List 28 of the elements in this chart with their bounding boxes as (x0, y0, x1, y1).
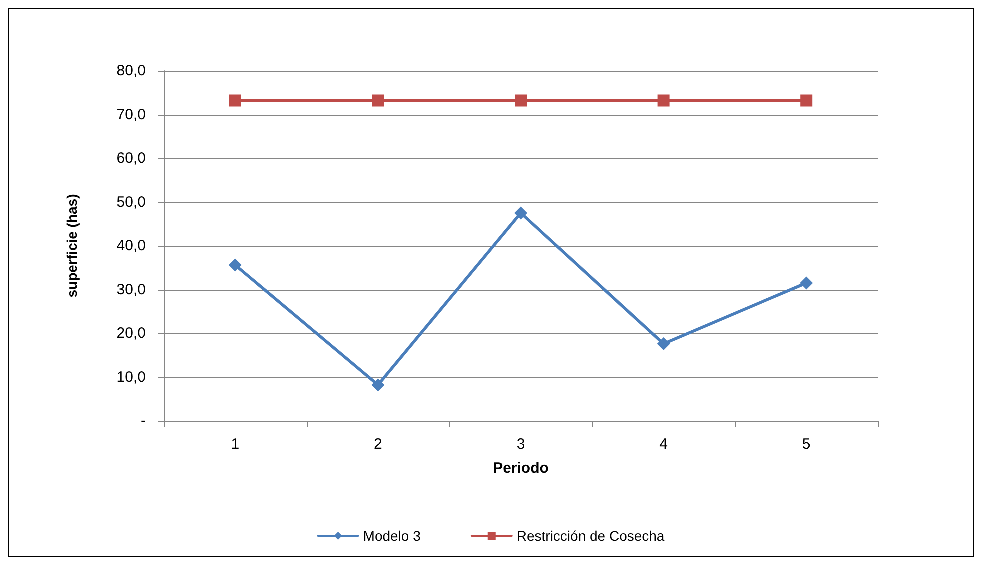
legend-label: Modelo 3 (363, 528, 422, 544)
x-tick-label: 2 (374, 436, 382, 453)
point (800, 94, 813, 107)
point (372, 94, 384, 107)
y-tick-label: 80,0 (116, 62, 146, 80)
point (228, 258, 242, 272)
y-axis-title: superficie (has) (64, 194, 80, 298)
x-axis-title: Periodo (493, 460, 549, 477)
y-tick-label: 20,0 (116, 325, 146, 342)
x-tick-label: 4 (660, 436, 668, 453)
point (800, 276, 814, 290)
point (515, 94, 527, 107)
point (514, 206, 528, 220)
point (372, 378, 385, 392)
y-tick-label: - (141, 412, 146, 430)
point (658, 94, 670, 107)
y-tick-label: 50,0 (116, 194, 146, 211)
y-tick-label: 60,0 (116, 150, 146, 167)
y-tick-label: 10,0 (116, 368, 146, 386)
x-tick-label: 3 (516, 436, 526, 453)
point (229, 94, 242, 107)
legend-label: Restricción de Cosecha (516, 528, 665, 544)
x-tick-label: 5 (802, 436, 811, 453)
y-tick-label: 30,0 (116, 281, 146, 298)
point (657, 338, 670, 350)
y-tick-label: 40,0 (116, 238, 146, 254)
y-tick-label: 70,0 (116, 106, 146, 124)
x-tick-label: 1 (231, 436, 240, 453)
